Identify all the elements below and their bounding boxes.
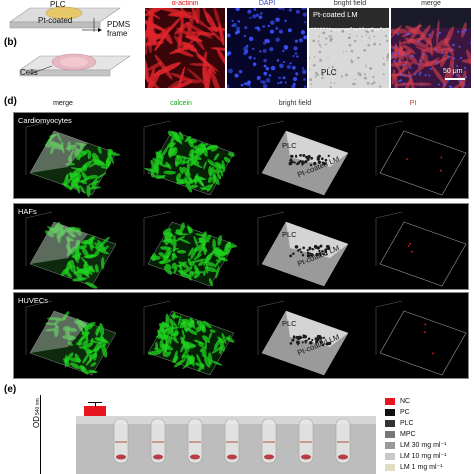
tubes-photo — [76, 416, 376, 474]
d-row-title: HUVECs — [18, 296, 49, 305]
d-overlay-plc: PLC — [282, 319, 297, 328]
scale-bar — [445, 78, 465, 80]
legend-item: PC — [385, 408, 410, 416]
header-dapi: DAPI — [258, 0, 276, 7]
header-alpha-actinin: α-actinin — [171, 0, 199, 7]
dapi-image — [227, 8, 307, 88]
e-yaxis — [40, 395, 41, 474]
plc-label: PLC — [50, 0, 66, 9]
header-merge: merge — [421, 0, 441, 7]
bright-field-texture — [309, 8, 389, 88]
scale-bar-label: 50 μm — [443, 68, 463, 75]
merge-texture — [391, 8, 471, 88]
schematic-figure: PLC Pt-coated PDMS frame Cells — [2, 0, 140, 95]
pt-coated-lm-label: Pt-coated LM — [313, 10, 358, 19]
panel-label-b: (b) — [4, 37, 17, 48]
d-cell-merge — [14, 113, 121, 200]
d-3d-render-calcein — [143, 300, 235, 376]
d-3d-render-calcein — [143, 120, 235, 196]
e-ylabel: OD540 nm — [26, 398, 44, 428]
d-row-hafs: HAFs PLC Pt-coated LM — [13, 203, 469, 290]
d-cell-pi — [364, 204, 467, 291]
cells-label: Cells — [20, 68, 38, 77]
d-cell-pi — [364, 113, 467, 200]
d-cell-bright-field — [246, 113, 349, 200]
panel-label-e: (e) — [4, 384, 17, 395]
d-cell-merge — [14, 204, 117, 291]
legend-swatch — [385, 430, 395, 438]
device-schematic — [9, 6, 131, 77]
d-row-title: Cardiomyocytes — [18, 116, 72, 125]
dapi-texture — [227, 8, 307, 88]
pt-coated-label: Pt-coated — [38, 16, 73, 25]
d-3d-render-merge — [25, 120, 121, 198]
legend-label: LM 30 mg ml⁻¹ — [400, 442, 447, 449]
legend-swatch — [385, 452, 395, 460]
d-3d-render-pi — [375, 300, 467, 376]
d-header-calcein: calcein — [170, 100, 192, 107]
legend-swatch — [385, 441, 395, 449]
alpha-actinin-image — [145, 8, 225, 88]
legend-item: MPC — [385, 430, 416, 438]
legend-item: LM 10 mg ml⁻¹ — [385, 452, 446, 460]
legend-swatch — [385, 397, 395, 405]
d-3d-render-merge — [25, 300, 117, 376]
d-cell-calcein — [132, 113, 235, 200]
d-overlay-plc: PLC — [282, 230, 297, 239]
legend-label: LM 1 mg ml⁻¹ — [400, 464, 443, 471]
legend-item: LM 1 mg ml⁻¹ — [385, 463, 443, 471]
legend-label: PLC — [400, 419, 414, 427]
alpha-actinin-texture — [145, 8, 225, 88]
d-cell-calcein — [132, 204, 238, 291]
d-3d-render-merge — [25, 211, 117, 289]
legend-item: LM 30 mg ml⁻¹ — [385, 441, 446, 449]
d-header-bright-field: bright field — [278, 100, 312, 107]
legend-label: PC — [400, 408, 410, 416]
d-cell-bright-field — [246, 293, 349, 380]
legend-item: PLC — [385, 419, 414, 427]
d-overlay-plc: PLC — [282, 141, 297, 150]
legend-label: NC — [400, 397, 411, 405]
d-row-cardiomyocytes: Cardiomyocytes PLC Pt-coated LM — [13, 112, 469, 199]
d-cell-merge — [14, 293, 117, 380]
hemolysis-tubes-photo — [76, 401, 376, 474]
d-header-pi: PI — [409, 100, 417, 107]
legend-item: NC — [385, 397, 410, 405]
legend-swatch — [385, 408, 395, 416]
d-header-merge: merge — [53, 100, 73, 107]
pdms-label-line2: frame — [107, 29, 128, 38]
d-3d-render-bright-field — [257, 120, 349, 196]
legend-label: LM 10 mg ml⁻¹ — [400, 453, 447, 460]
plc-region-label: PLC — [321, 68, 337, 77]
d-cell-pi — [364, 293, 467, 380]
d-3d-render-calcein — [143, 211, 238, 287]
d-row-huvecs: HUVECs PLC Pt-coated LM — [13, 292, 469, 379]
legend-swatch — [385, 463, 395, 471]
merge-image: 50 μm — [391, 8, 471, 88]
d-row-title: HAFs — [18, 207, 37, 216]
legend-label: MPC — [400, 430, 416, 438]
d-cell-calcein — [132, 293, 235, 380]
d-3d-render-bright-field — [257, 211, 349, 287]
panel-label-d: (d) — [4, 96, 17, 107]
pdms-label-line1: PDMS — [107, 20, 131, 29]
d-3d-render-bright-field — [257, 300, 349, 376]
header-bright-field: bright field — [333, 0, 367, 7]
d-3d-render-pi — [375, 120, 467, 196]
d-3d-render-pi — [375, 211, 467, 287]
legend-swatch — [385, 419, 395, 427]
bright-field-image: Pt-coated LM PLC — [309, 8, 389, 88]
d-cell-bright-field — [246, 204, 349, 291]
